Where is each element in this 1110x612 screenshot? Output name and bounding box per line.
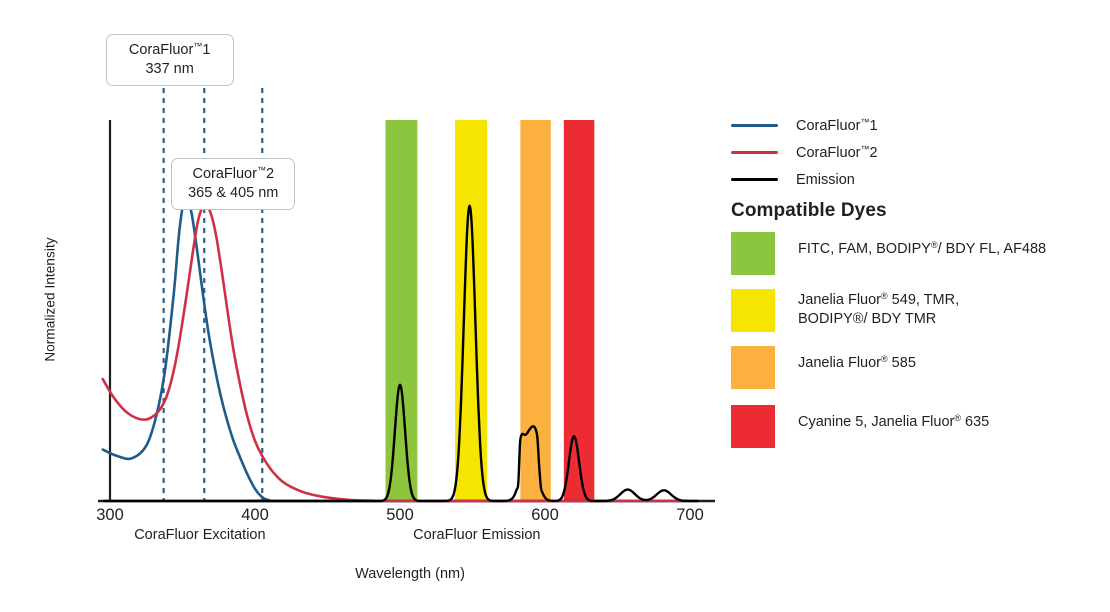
- compatible-dyes-list: FITC, FAM, BODIPY®/ BDY FL, AF488 Janelia…: [731, 232, 1109, 464]
- legend-corafluor1-label-text: CoraFluor: [796, 118, 861, 134]
- callout-cf1-index: 1: [202, 42, 211, 58]
- trademark-icon: ™: [860, 117, 870, 127]
- dye-yellow-label-post: 549, TMR, BODIPY®/ BDY TMR: [798, 292, 960, 328]
- legend-corafluor1: CoraFluor™1: [731, 112, 1101, 139]
- dye-orange-label: Janelia Fluor® 585: [798, 346, 916, 373]
- callout-cf2-index: 2: [265, 166, 275, 182]
- x-tick-300: 300: [96, 506, 124, 524]
- registered-trademark-icon: ®: [930, 240, 938, 250]
- dye-yellow-label: Janelia Fluor® 549, TMR, BODIPY®/ BDY TM…: [798, 289, 959, 329]
- dye-orange-row: Janelia Fluor® 585: [731, 346, 1109, 389]
- curve-emission: [103, 204, 699, 503]
- excitation-region-label: CoraFluor Excitation: [134, 527, 266, 543]
- dye-green-row: FITC, FAM, BODIPY®/ BDY FL, AF488: [731, 232, 1109, 275]
- callout-cf2-name: CoraFluor: [192, 166, 257, 182]
- dye-orange-label-pre: Janelia Fluor: [798, 355, 882, 371]
- dye-yellow-swatch: [731, 289, 775, 332]
- registered-trademark-icon: ®: [881, 354, 888, 364]
- dye-orange-swatch: [731, 346, 775, 389]
- legend-corafluor1-label-index: 1: [869, 118, 878, 134]
- callout-cf1-name: CoraFluor: [128, 42, 194, 58]
- dye-green-swatch: [731, 232, 775, 275]
- emission-region-label: CoraFluor Emission: [413, 527, 541, 543]
- series-legend: CoraFluor™1 CoraFluor™2 Emission: [731, 112, 1101, 193]
- legend-corafluor1-swatch: [731, 124, 778, 127]
- dye-orange-label-post: 585: [887, 355, 916, 371]
- trademark-icon: ™: [193, 41, 203, 51]
- trademark-icon: ™: [860, 144, 870, 154]
- dye-red-swatch: [731, 405, 775, 448]
- registered-trademark-icon: ®: [954, 413, 962, 423]
- compatible-dyes-heading: Compatible Dyes: [731, 200, 887, 221]
- x-tick-500: 500: [386, 506, 414, 524]
- legend-corafluor2-label-text: CoraFluor: [796, 145, 861, 161]
- curve-corafluor2: [101, 204, 692, 503]
- plot-svg: [98, 88, 715, 503]
- x-axis-title: Wavelength (nm): [355, 566, 465, 582]
- dye-green-label-post: / BDY FL, AF488: [937, 241, 1047, 257]
- legend-emission: Emission: [731, 166, 1101, 193]
- legend-panel: CoraFluor™1 CoraFluor™2 Emission Compatibl…: [728, 0, 1110, 612]
- legend-emission-swatch: [731, 178, 778, 181]
- legend-corafluor1-label: CoraFluor™1: [796, 117, 878, 134]
- x-tick-600: 600: [531, 506, 559, 524]
- x-tick-400: 400: [241, 506, 269, 524]
- y-axis-label: Normalized Intensity: [42, 237, 58, 362]
- x-tick-700: 700: [676, 506, 704, 524]
- legend-corafluor2-swatch: [731, 151, 778, 154]
- orange-band: [520, 120, 551, 501]
- red-band: [563, 120, 595, 501]
- callout-cf2-wavelength: 365 & 405 nm: [188, 184, 279, 201]
- legend-corafluor2-label: CoraFluor™2: [796, 144, 878, 161]
- dye-green-label: FITC, FAM, BODIPY®/ BDY FL, AF488: [798, 232, 1046, 259]
- registered-trademark-icon: ®: [881, 291, 888, 301]
- dye-green-label-pre: FITC, FAM, BODIPY: [798, 241, 931, 257]
- legend-corafluor2-label-index: 2: [869, 145, 878, 161]
- dye-yellow-label-pre: Janelia Fluor: [798, 292, 882, 308]
- legend-corafluor2: CoraFluor™2: [731, 139, 1101, 166]
- spectra-chart: Normalized Intensity 300 400 500 600 700…: [42, 34, 715, 582]
- dye-red-label-post: 635: [961, 414, 990, 430]
- dye-red-label-pre: Cyanine 5, Janelia Fluor: [798, 414, 955, 430]
- callout-corafluor1: CoraFluor™1 337 nm: [105, 34, 234, 87]
- callout-corafluor2: CoraFluor™2 365 & 405 nm: [171, 158, 296, 211]
- dye-red-row: Cyanine 5, Janelia Fluor® 635: [731, 405, 1109, 448]
- dye-red-label: Cyanine 5, Janelia Fluor® 635: [798, 405, 989, 432]
- green-band: [385, 120, 418, 501]
- legend-emission-label-text: Emission: [796, 172, 855, 188]
- legend-emission-label: Emission: [796, 171, 855, 188]
- trademark-icon: ™: [256, 165, 266, 175]
- callout-cf1-wavelength: 337 nm: [145, 60, 194, 77]
- dye-yellow-row: Janelia Fluor® 549, TMR, BODIPY®/ BDY TM…: [731, 289, 1109, 332]
